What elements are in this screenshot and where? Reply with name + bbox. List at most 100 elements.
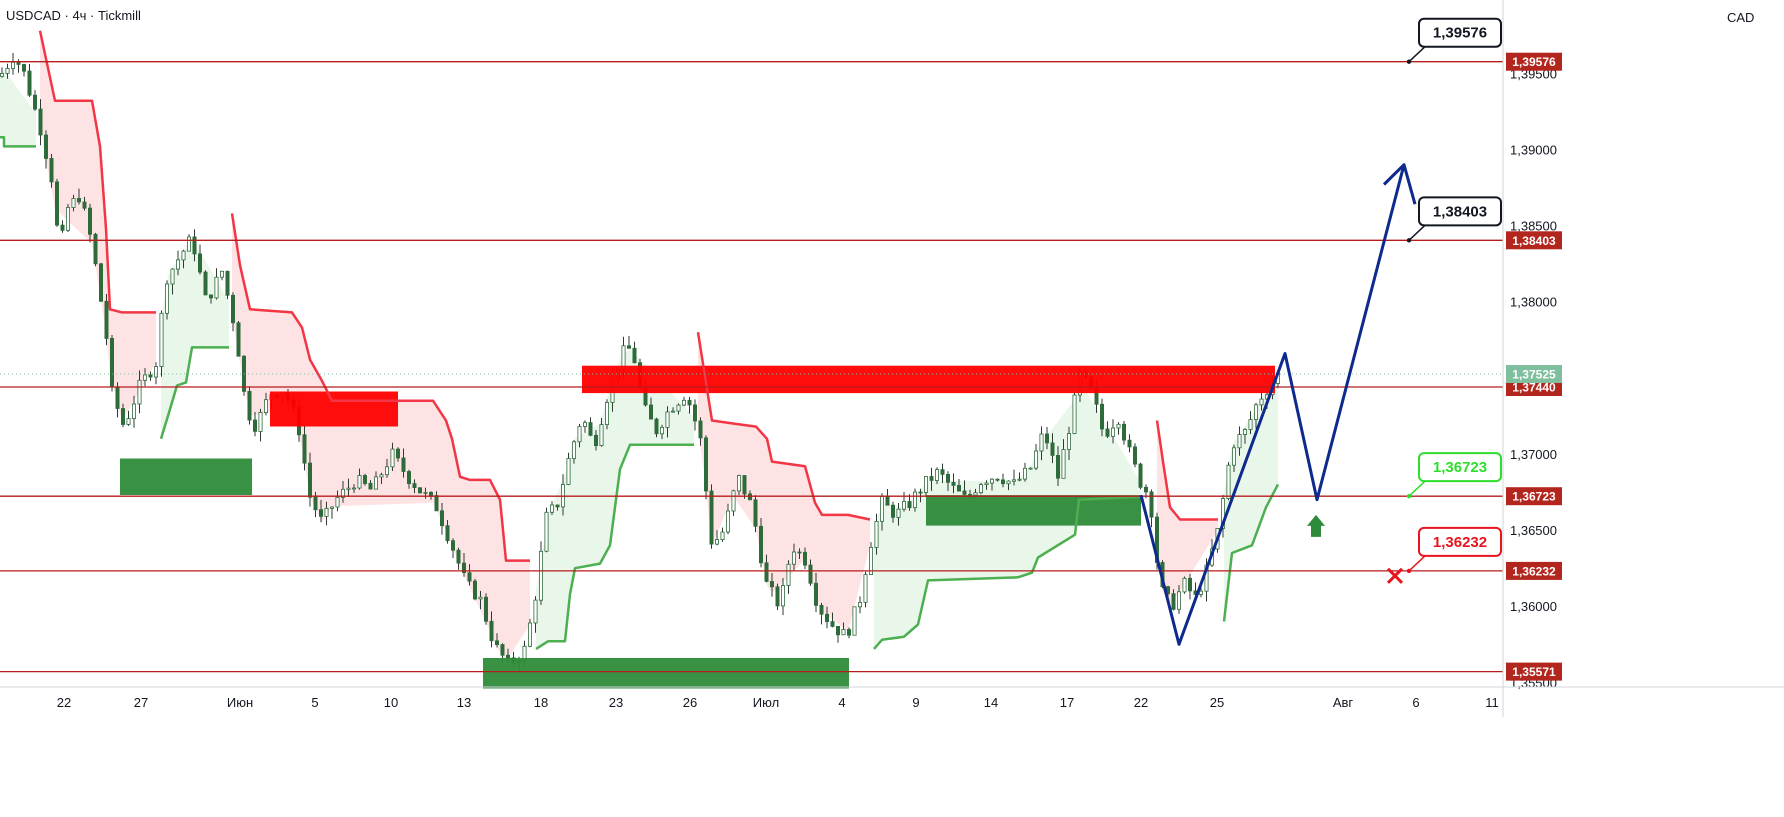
candle-down (115, 386, 120, 409)
candle-down (252, 419, 257, 432)
candle-down (885, 496, 890, 506)
candle-down (819, 605, 824, 615)
candle-down (588, 422, 593, 436)
demand-zone-3 (926, 495, 1141, 526)
y-tick-label-5: 1,36500 (1510, 523, 1557, 538)
candle-down (445, 525, 450, 542)
level-tag-4-bg (1506, 561, 1562, 580)
candle-up (384, 466, 389, 476)
callout-label-1: 1,38403 (1433, 203, 1487, 220)
candle-up (258, 412, 263, 432)
level-tag-0-bg (1506, 52, 1562, 71)
candle-up (1259, 398, 1264, 406)
callout-anchor-0 (1406, 59, 1412, 64)
candle-up (5, 68, 10, 74)
candle-up (1028, 467, 1033, 470)
y-tick-label-6: 1,36000 (1510, 599, 1557, 614)
x-tick-label-9: Июл (753, 695, 779, 710)
candle-up (1061, 449, 1066, 479)
candle-down (434, 495, 439, 512)
candle-down (225, 270, 230, 296)
trail-fill-green-1 (161, 237, 229, 439)
candle-down (33, 94, 38, 110)
x-tick-label-7: 23 (609, 695, 623, 710)
trail-fill-red-3 (1157, 420, 1218, 604)
candle-down (313, 496, 318, 511)
candle-down (836, 626, 841, 636)
level-tag-3-text: 1,36723 (1512, 490, 1556, 504)
trail-fill-red-2 (698, 332, 870, 632)
candle-up (346, 487, 351, 490)
candle-down (759, 525, 764, 564)
candle-up (896, 508, 901, 518)
candle-down (1149, 491, 1154, 518)
candle-down (907, 501, 912, 508)
candle-down (764, 562, 769, 582)
candle-up (781, 585, 786, 607)
candle-down (594, 434, 599, 446)
x-tick-label-17: 6 (1412, 695, 1419, 710)
candle-down (99, 263, 104, 302)
current-price-tag-bg (1506, 365, 1562, 383)
level-tag-5-text: 1,35571 (1512, 665, 1556, 679)
candle-up (66, 207, 71, 231)
candle-up (990, 478, 995, 484)
candle-down (472, 580, 477, 600)
x-tick-label-3: 5 (311, 695, 318, 710)
y-tick-label-1: 1,39000 (1510, 142, 1557, 157)
candle-up (880, 496, 885, 522)
candle-up (10, 61, 15, 69)
candle-up (863, 574, 868, 603)
candle-up (478, 596, 483, 600)
candle-down (808, 564, 813, 584)
callout-box-0 (1418, 17, 1502, 48)
candle-up (137, 379, 142, 405)
candle-down (483, 596, 488, 622)
x-tick-label-14: 22 (1134, 695, 1148, 710)
candle-down (439, 510, 444, 527)
candle-up (913, 491, 918, 509)
supply-zone-1 (270, 391, 398, 427)
candle-down (467, 572, 472, 582)
callout-anchor-3 (1406, 568, 1412, 574)
candle-up (1254, 404, 1259, 420)
candle-up (720, 531, 725, 540)
candle-up (852, 606, 857, 636)
candle-up (1232, 447, 1237, 466)
candle-up (533, 599, 538, 624)
candle-down (395, 448, 400, 459)
candle-up (1177, 591, 1182, 610)
candle-down (456, 549, 461, 564)
trail-green-0 (0, 136, 36, 148)
candle-up (935, 469, 940, 481)
candle-down (649, 404, 654, 420)
candle-down (709, 490, 714, 545)
x-tick-label-6: 18 (534, 695, 548, 710)
y-tick-label-2: 1,38500 (1510, 219, 1557, 234)
x-tick-label-10: 4 (838, 695, 845, 710)
candle-down (505, 654, 510, 659)
projection-path (1139, 164, 1406, 646)
candle-down (247, 390, 252, 421)
demand-zone-2 (120, 458, 252, 495)
trail-green-2 (535, 443, 694, 650)
callout-pointer-1 (1408, 224, 1426, 241)
candle-up (924, 476, 929, 493)
callout-pointer-3 (1408, 555, 1426, 572)
candle-down (940, 469, 945, 475)
candle-up (1039, 433, 1044, 452)
callout-anchor-1 (1406, 238, 1412, 243)
candle-down (742, 475, 747, 495)
candle-down (368, 482, 373, 490)
candles (0, 53, 1281, 671)
candle-up (423, 491, 428, 494)
candle-up (186, 236, 191, 252)
candle-up (1023, 467, 1028, 480)
candle-down (891, 504, 896, 518)
candle-down (148, 374, 153, 378)
x-tick-label-2: Июн (227, 695, 253, 710)
candle-up (1111, 427, 1116, 437)
candle-up (335, 496, 340, 508)
